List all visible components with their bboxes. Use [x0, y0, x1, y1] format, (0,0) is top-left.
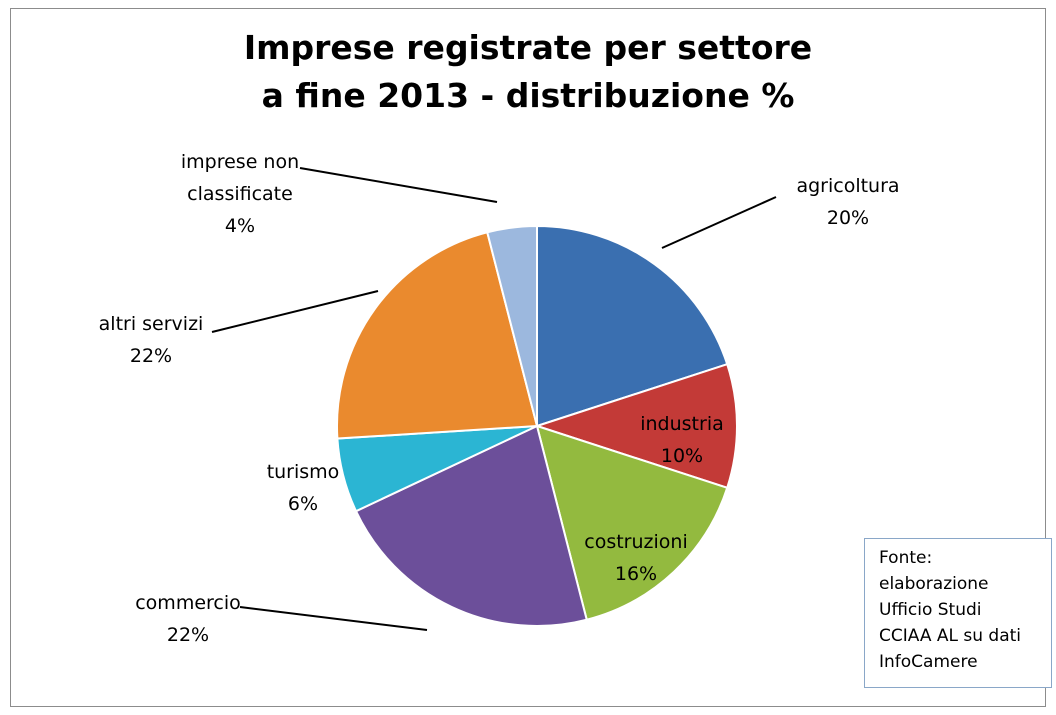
- pie-slices: [335, 224, 738, 627]
- source-line-3: Ufficio Studi: [879, 600, 982, 620]
- chart-title-line-1: Imprese registrate per settore: [243, 28, 813, 67]
- pie-slice-industria: [533, 362, 738, 490]
- slice-value-label: 16%: [615, 563, 657, 585]
- slice-label: turismo 6%: [267, 461, 340, 515]
- slice-labels: agricoltura 20% industria 10% costruzioni 16%…: [99, 151, 900, 646]
- pie-slice-commercio: [354, 424, 588, 627]
- source-line-5: InfoCamere: [879, 652, 978, 672]
- slice-value-label: 10%: [661, 445, 703, 467]
- chart-title-line-2: a fine 2013 - distribuzione %: [261, 76, 795, 115]
- slice-value-label: 20%: [827, 207, 869, 229]
- slice-name-label: turismo: [267, 461, 340, 483]
- slice-name-label: industria: [640, 413, 724, 435]
- leader-line: [661, 196, 777, 249]
- slice-name-label: imprese non: [181, 151, 299, 173]
- pie-slice-altri-servizi: [335, 231, 539, 440]
- pie-slice-imprese-non-classificate: [486, 224, 538, 427]
- slice-name-label: commercio: [135, 592, 241, 614]
- leader-line: [299, 167, 498, 203]
- source-note: Fonte: elaborazione Ufficio Studi CCIAA …: [864, 538, 1052, 688]
- slice-label: costruzioni 16%: [584, 531, 687, 585]
- slice-name-label: classificate: [187, 183, 293, 205]
- slice-label: altri servizi 22%: [99, 313, 204, 367]
- slice-label: industria 10%: [640, 413, 724, 467]
- slice-label: agricoltura 20%: [796, 175, 899, 229]
- leader-line: [239, 606, 428, 631]
- slice-value-label: 6%: [288, 493, 318, 515]
- source-line-1: Fonte:: [879, 548, 933, 568]
- pie-slice-agricoltura: [536, 224, 729, 428]
- slice-name-label: costruzioni: [584, 531, 687, 553]
- slice-name-label: altri servizi: [99, 313, 204, 335]
- slice-label: imprese non classificate 4%: [181, 151, 299, 237]
- source-line-4: CCIAA AL su dati: [879, 626, 1022, 646]
- slice-value-label: 4%: [225, 215, 255, 237]
- leader-line: [211, 290, 379, 333]
- leader-lines: [211, 167, 777, 631]
- slice-label: commercio 22%: [135, 592, 241, 646]
- pie-slice-costruzioni: [535, 424, 729, 621]
- chart-title: Imprese registrate per settore a fine 20…: [0, 24, 1056, 120]
- source-line-2: elaborazione: [879, 574, 989, 594]
- slice-value-label: 22%: [130, 345, 172, 367]
- slice-name-label: agricoltura: [796, 175, 899, 197]
- slice-value-label: 22%: [167, 624, 209, 646]
